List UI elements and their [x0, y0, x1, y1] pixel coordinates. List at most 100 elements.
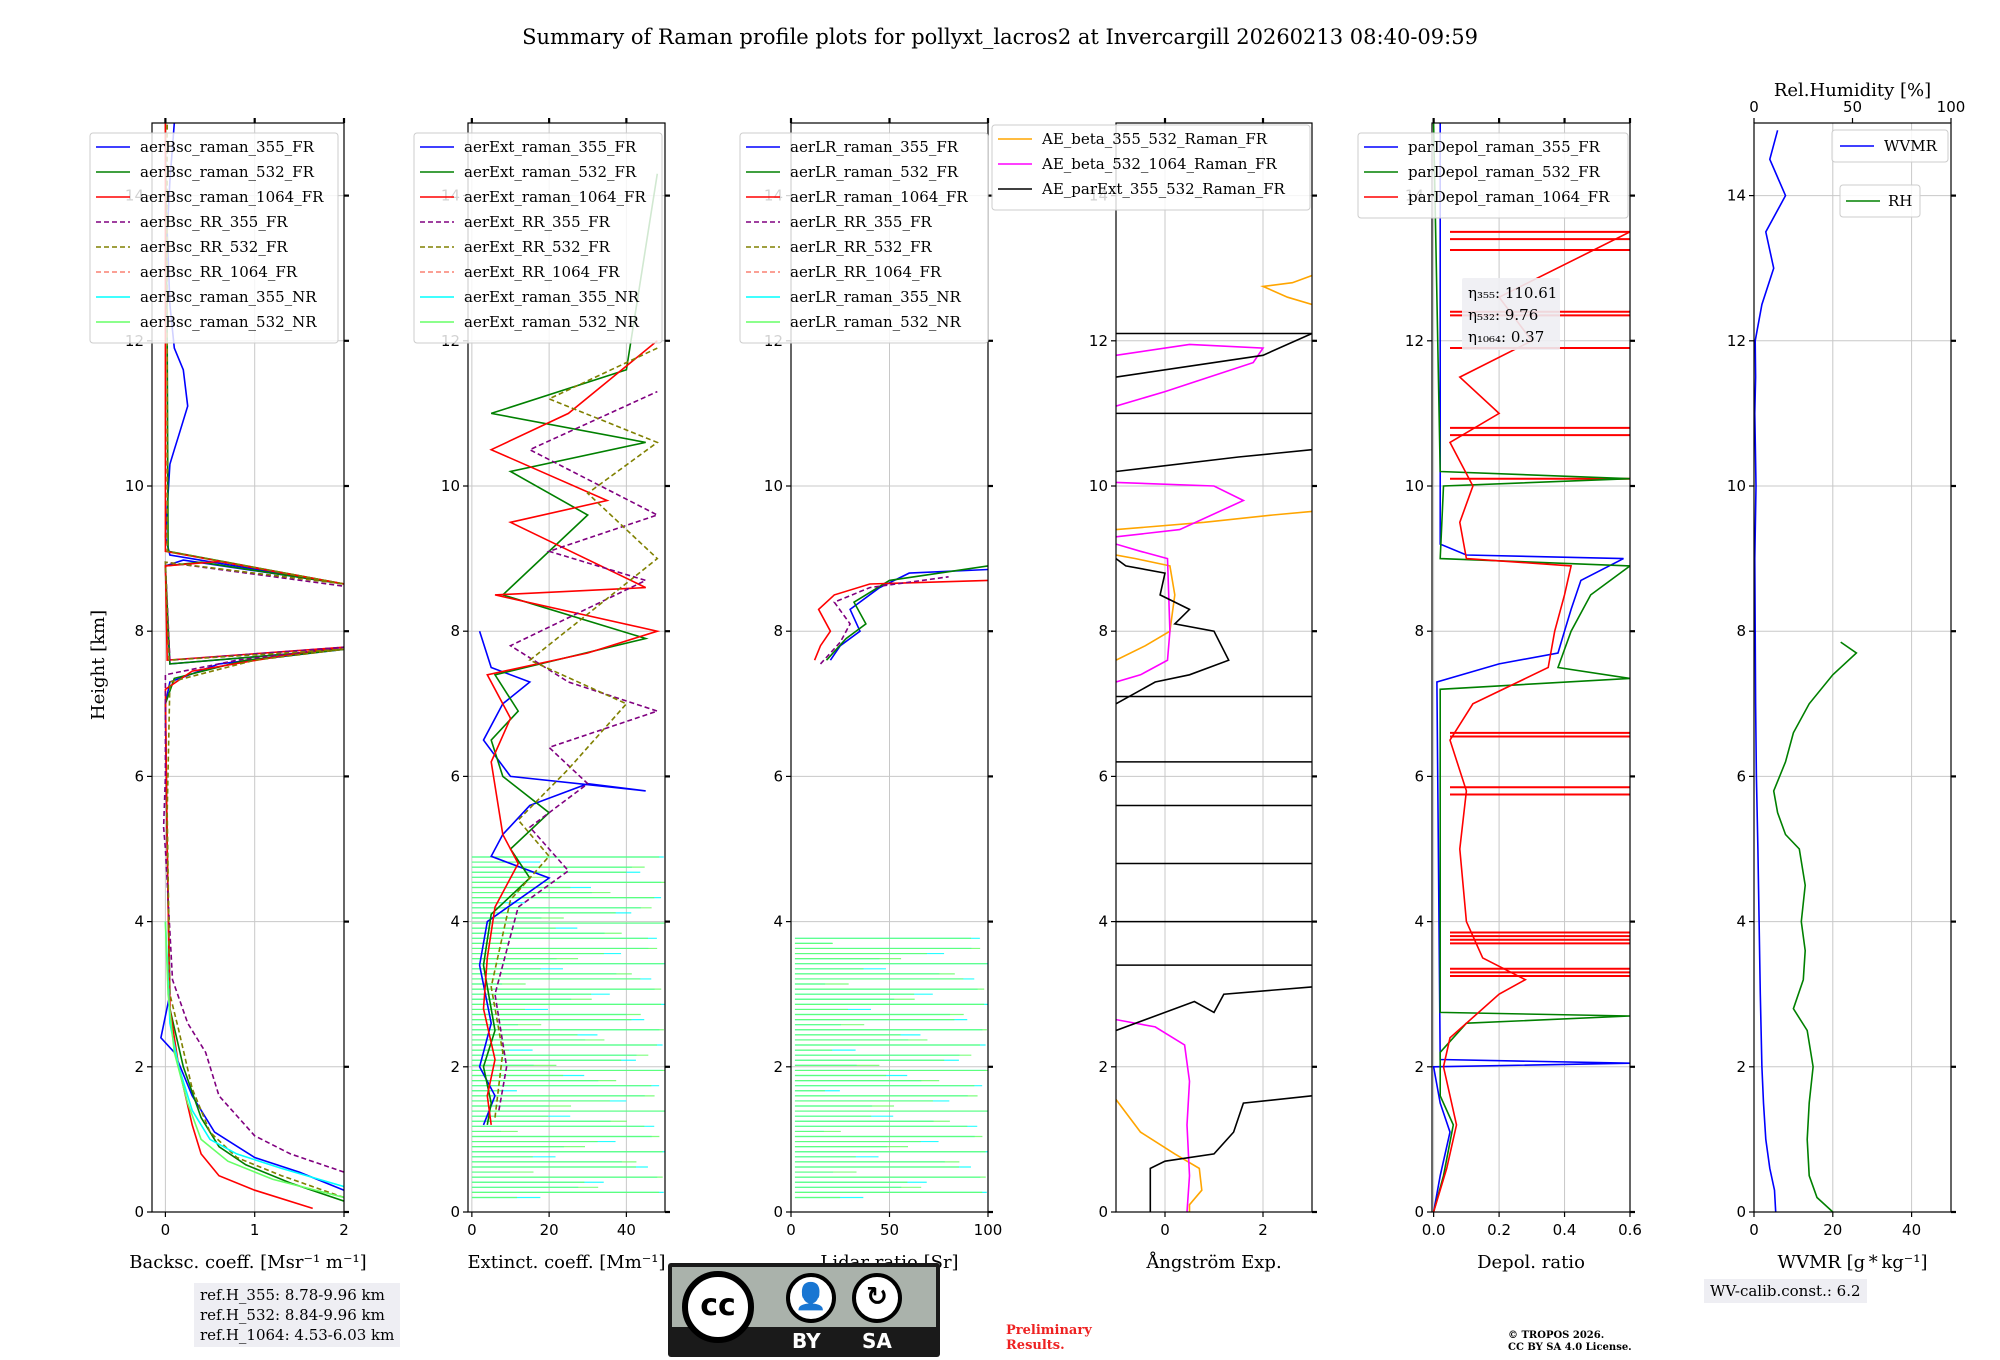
x-tick-label: 100: [974, 1221, 1003, 1239]
y-tick-label: 0: [1098, 1203, 1108, 1221]
legend-entry: parDepol_raman_1064_FR: [1408, 188, 1610, 206]
copyright-note: © TROPOS 2026. CC BY SA 4.0 License.: [1508, 1330, 1632, 1354]
legend-entry: aerExt_RR_532_FR: [464, 238, 611, 256]
y-tick-label: 0: [450, 1203, 460, 1221]
depol-calibration-annotation: η₃₅₅: 110.61 η₅₃₂: 9.76 η₁₀₆₄: 0.37: [1462, 278, 1560, 350]
legend-entry: aerLR_RR_532_FR: [790, 238, 932, 256]
x-tick-label: 0.6: [1618, 1221, 1642, 1239]
top-x-tick-label: 100: [1937, 98, 1966, 116]
legend-entry: WVMR: [1884, 137, 1938, 155]
series-parDepol_raman_355_FR: [1432, 123, 1630, 1212]
x-axis-label: Depol. ratio: [1477, 1252, 1585, 1273]
series-aerExt_raman_532_FR: [482, 173, 659, 1126]
panel-extinction: 0246810121402040Extinct. coeff. [Mm⁻¹]ae…: [413, 118, 670, 1273]
y-tick-label: 4: [450, 913, 460, 931]
legend-rh: RH: [1839, 184, 1921, 218]
legend-entry: aerExt_RR_1064_FR: [464, 263, 620, 281]
ref-height-355: ref.H_355: 8.78-9.96 km: [200, 1286, 385, 1304]
legend-entry: aerBsc_raman_532_FR: [140, 163, 315, 181]
x-tick-label: 0.0: [1422, 1221, 1446, 1239]
legend-box: [739, 132, 989, 344]
legend-entry: aerLR_raman_355_NR: [790, 288, 961, 306]
legend-entry: aerLR_raman_355_FR: [790, 138, 959, 156]
y-tick-label: 2: [1414, 1058, 1424, 1076]
y-tick-label: 12: [1727, 332, 1746, 350]
y-tick-label: 10: [1727, 477, 1746, 495]
series-parDepol_raman_532_FR: [1432, 123, 1630, 1212]
legend-entry: parDepol_raman_355_FR: [1408, 138, 1601, 156]
axes-frame: [467, 122, 666, 1213]
x-tick-label: 20: [1823, 1221, 1842, 1239]
attribution-icon: 👤: [786, 1273, 836, 1323]
panel-wvmr: 0 2 4 6 8 10 12 14 0 20 40 0 50 100 Rel.Humidity [%] WV…: [1727, 80, 1965, 1273]
x-tick-label: 1: [250, 1221, 260, 1239]
legend-entry: AE_parExt_355_532_Raman_FR: [1041, 180, 1286, 198]
legend: aerExt_raman_355_FR aerExt_raman_532_FRae…: [413, 132, 663, 344]
legend-entry: aerLR_raman_532_FR: [790, 163, 959, 181]
legend-entry: aerLR_raman_1064_FR: [790, 188, 968, 206]
series-parDepol_raman_1064_FR: [1432, 231, 1630, 1212]
legend-entry: RH: [1888, 192, 1912, 210]
y-tick-label: 4: [1736, 913, 1746, 931]
series-AE_beta_355_532_Raman_FR_d: [1260, 274, 1312, 306]
series-AE_parExt_355_532_Raman_FR_b: [1116, 986, 1312, 1032]
series-AE_beta_355_532_Raman_FR: [1116, 1099, 1203, 1212]
y-tick-label: 8: [773, 622, 783, 640]
legend-entry: aerExt_RR_355_FR: [464, 213, 611, 231]
axes-frame: [1431, 122, 1631, 1213]
legend-entry: aerBsc_raman_355_NR: [140, 288, 317, 306]
series-WVMR: [1754, 130, 1787, 1212]
annotation-line: η₁₀₆₄: 0.37: [1468, 328, 1544, 346]
x-tick-label: 0: [1160, 1221, 1170, 1239]
x-tick-label: 0.2: [1487, 1221, 1511, 1239]
legend-entry: aerLR_raman_532_NR: [790, 313, 961, 331]
series-AE_beta_355_532_Raman_FR_c: [1116, 510, 1312, 531]
series-aerBsc_raman_532_FR: [164, 123, 344, 1202]
y-tick-label: 4: [1098, 913, 1108, 931]
y-tick-label: 8: [1736, 622, 1746, 640]
legend-box: [413, 132, 663, 344]
cc-license-badge: cc 👤 ↻ BY SA: [668, 1263, 940, 1357]
y-tick-label: 6: [773, 767, 783, 785]
y-tick-label: 2: [134, 1058, 144, 1076]
panel-angstrom: 0246810121402Ångström Exp.AE_beta_355_53…: [991, 118, 1317, 1273]
y-tick-label: 2: [773, 1058, 783, 1076]
y-tick-label: 8: [450, 622, 460, 640]
x-tick-label: 2: [339, 1221, 349, 1239]
legend-entry: aerExt_raman_532_FR: [464, 163, 637, 181]
preliminary-results-note: Preliminary Results.: [1006, 1323, 1092, 1353]
x-axis-label: WVMR [g * kg⁻¹]: [1777, 1252, 1927, 1273]
series-aerBsc_RR_355_FR: [162, 561, 344, 1173]
x-tick-label: 2: [1258, 1221, 1268, 1239]
legend-box: [89, 132, 339, 344]
y-tick-label: 4: [134, 913, 144, 931]
y-tick-label: 4: [773, 913, 783, 931]
axes-frame: [151, 122, 345, 1213]
x-tick-label: 0: [161, 1221, 171, 1239]
y-tick-label: 0: [1414, 1203, 1424, 1221]
ref-height-532: ref.H_532: 8.84-9.96 km: [200, 1306, 385, 1324]
y-tick-label: 0: [1736, 1203, 1746, 1221]
legend: aerLR_raman_355_FR aerLR_raman_532_FR aerL…: [739, 132, 989, 344]
top-x-tick-label: 50: [1843, 98, 1862, 116]
y-tick-label: 12: [1405, 332, 1424, 350]
series-AE_beta_532_1064_Raman_FR_b: [1116, 543, 1171, 683]
x-tick-label: 40: [1902, 1221, 1921, 1239]
wv-calibration-note: WV-calib.const.: 6.2: [1704, 1279, 1867, 1303]
y-tick-label: 2: [450, 1058, 460, 1076]
y-tick-label: 4: [1414, 913, 1424, 931]
by-label: BY: [792, 1329, 821, 1353]
preliminary-line-1: Preliminary: [1006, 1323, 1092, 1338]
share-alike-icon: ↻: [852, 1273, 902, 1323]
series-AE_parExt_355_532_Raman_FR: [1149, 1095, 1312, 1212]
y-tick-label: 14: [1727, 187, 1746, 205]
y-tick-label: 10: [441, 477, 460, 495]
legend-box: [991, 124, 1311, 211]
y-tick-label: 10: [764, 477, 783, 495]
legend-entry: aerBsc_raman_1064_FR: [140, 188, 324, 206]
x-tick-label: 20: [540, 1221, 559, 1239]
panel-lidar_ratio: 02468101214050100Lidar ratio [Sr]aerLR_r…: [739, 118, 1003, 1273]
legend-entry: aerBsc_RR_532_FR: [140, 238, 288, 256]
series-aerExt_raman_355_FR: [478, 630, 646, 1126]
series-AE_parExt_355_532_Raman_FR_d: [1116, 448, 1312, 473]
